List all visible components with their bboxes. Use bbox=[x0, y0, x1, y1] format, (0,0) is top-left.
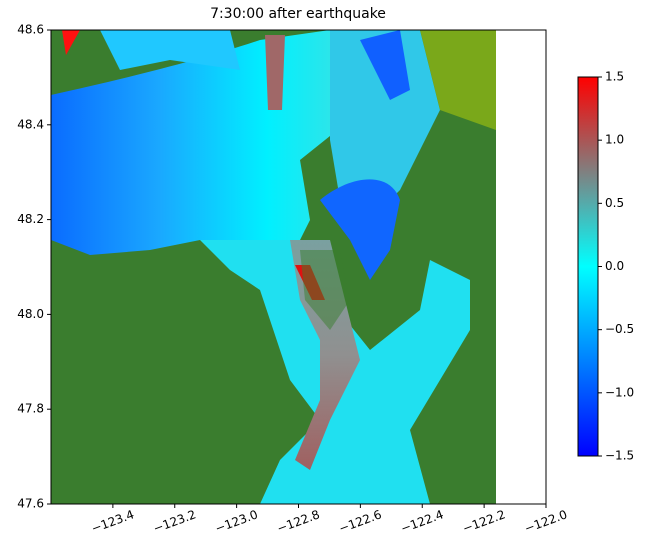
y-tick-label: 48.0 bbox=[17, 307, 44, 321]
east-water bbox=[330, 30, 440, 210]
red-nw bbox=[62, 30, 80, 55]
x-tick-label: −123.2 bbox=[151, 507, 198, 535]
x-tick-label: −122.8 bbox=[275, 507, 322, 535]
north-water bbox=[100, 30, 240, 70]
north-inlet bbox=[265, 35, 285, 110]
deep-water bbox=[360, 30, 410, 100]
map bbox=[51, 30, 496, 504]
y-tick-label: 48.2 bbox=[17, 212, 44, 226]
x-tick-label: −122.0 bbox=[523, 507, 570, 535]
x-tick-label: −122.6 bbox=[337, 507, 384, 535]
x-tick-label: −123.4 bbox=[89, 507, 136, 535]
x-tick-label: −122.2 bbox=[461, 507, 508, 535]
bay-water bbox=[320, 179, 400, 280]
colorbar-tick-label: 1.0 bbox=[605, 133, 624, 147]
colorbar-tick-label: −1.0 bbox=[605, 385, 634, 399]
colorbar-tick-label: 1.5 bbox=[605, 70, 624, 84]
colorbar-tick-label: 0.5 bbox=[605, 196, 624, 210]
colorbar-tick-label: 0.0 bbox=[605, 259, 624, 273]
y-tick-label: 48.6 bbox=[17, 23, 44, 37]
island bbox=[300, 250, 350, 330]
chart-title: 7:30:00 after earthquake bbox=[210, 6, 386, 22]
mudflat bbox=[420, 30, 496, 130]
colorbar-tick-label: −0.5 bbox=[605, 322, 634, 336]
y-tick-label: 47.6 bbox=[17, 497, 44, 511]
y-tick-label: 48.4 bbox=[17, 117, 44, 131]
colorbar bbox=[577, 76, 599, 457]
colorbar-tick-label: −1.5 bbox=[605, 449, 634, 463]
x-tick-label: −123.0 bbox=[213, 507, 260, 535]
x-tick-label: −122.4 bbox=[399, 507, 446, 535]
y-tick-label: 47.8 bbox=[17, 402, 44, 416]
